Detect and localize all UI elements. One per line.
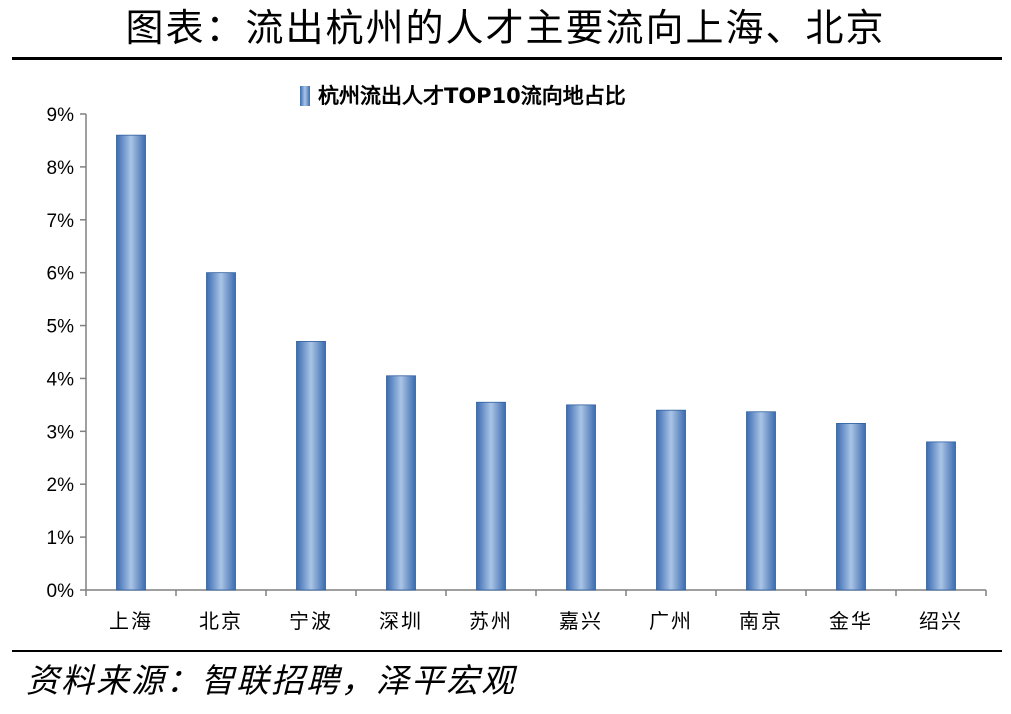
- x-tick-label: 苏州: [469, 609, 513, 633]
- bar-9: [926, 441, 956, 591]
- x-tick-label: 广州: [649, 609, 693, 633]
- legend-label: 杭州流出人才TOP10流向地占比: [318, 84, 626, 108]
- page-title: 图表：流出杭州的人才主要流向上海、北京: [125, 6, 886, 50]
- y-tick-label: 1%: [47, 528, 75, 549]
- y-tick-label: 8%: [47, 158, 75, 179]
- x-tick-label: 宁波: [289, 609, 333, 633]
- y-tick-label: 6%: [47, 264, 75, 285]
- y-tick-label: 7%: [47, 211, 75, 232]
- source-note: 资料来源：智联招聘，泽平宏观: [26, 661, 516, 700]
- x-tick-label: 南京: [739, 609, 783, 633]
- bar-3: [386, 375, 416, 591]
- x-tick-label: 北京: [199, 609, 243, 633]
- x-tick-label: 上海: [109, 609, 153, 633]
- bar-5: [566, 404, 596, 591]
- chart-axes: [80, 113, 987, 596]
- footer-divider: [12, 650, 1002, 652]
- bar-1: [206, 272, 236, 591]
- bar-chart-svg: 杭州流出人才TOP10流向地占比 0% 1% 2% 3% 4% 5% 6% 7% 8% 9% 上海…: [47, 84, 987, 633]
- y-tick-label: 4%: [47, 369, 75, 390]
- y-tick-label: 3%: [47, 422, 75, 443]
- y-tick-label: 2%: [47, 475, 75, 496]
- y-tick-label: 5%: [47, 317, 75, 338]
- x-tick-label: 深圳: [379, 609, 423, 633]
- bar-chart: 杭州流出人才TOP10流向地占比 0% 1% 2% 3% 4% 5% 6% 7% 8% 9% 上海…: [0, 62, 1011, 648]
- chart-legend: 杭州流出人才TOP10流向地占比: [300, 84, 626, 108]
- x-tick-label: 嘉兴: [559, 609, 603, 633]
- bar-6: [656, 409, 686, 591]
- y-tick-label: 9%: [47, 105, 75, 126]
- x-axis-labels: 上海 北京 宁波 深圳 苏州 嘉兴 广州 南京 金华 绍兴: [109, 609, 963, 633]
- bar-0: [116, 134, 146, 591]
- x-tick-label: 绍兴: [919, 609, 963, 633]
- bar-2: [296, 341, 326, 591]
- bar-7: [746, 411, 776, 591]
- chart-bars: [116, 134, 956, 591]
- bar-8: [836, 422, 866, 591]
- title-divider: [12, 57, 1002, 60]
- legend-swatch: [300, 86, 310, 106]
- y-axis-labels: 0% 1% 2% 3% 4% 5% 6% 7% 8% 9%: [47, 105, 75, 602]
- x-tick-label: 金华: [829, 609, 873, 633]
- bar-4: [476, 401, 506, 591]
- y-tick-label: 0%: [47, 581, 75, 602]
